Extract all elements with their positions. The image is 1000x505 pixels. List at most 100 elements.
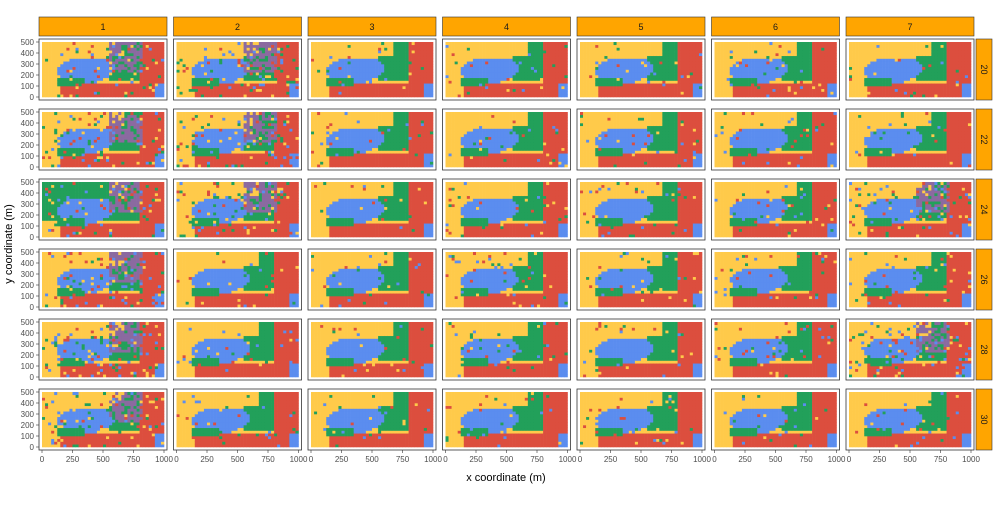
column-strip-label: 1 [100,22,105,32]
raster-cell [106,366,109,369]
raster-cell [42,409,45,412]
y-tick-label: 300 [21,130,35,139]
raster-cell [100,361,103,364]
raster-cell [60,406,63,409]
raster-cell [124,83,127,86]
raster-cell [146,226,149,229]
raster-cell [152,162,155,165]
raster-cell [121,411,124,414]
raster-cell [146,164,149,167]
raster-cell [161,64,164,67]
raster-cell [130,212,133,215]
raster-cell [161,201,164,204]
raster-cell [106,330,109,333]
raster-cell [158,193,161,196]
raster-cell [42,361,45,364]
raster-cell [161,288,164,291]
raster-cell [45,185,48,188]
raster-cell [109,411,112,414]
raster-cell [79,193,82,196]
raster-cell [106,83,109,86]
raster-cell [76,420,79,423]
raster-cell [124,347,127,350]
raster-cell [94,94,97,97]
raster-cell [152,436,155,439]
raster-cell [140,221,143,224]
raster-cell [121,118,124,121]
raster-cell [82,347,85,350]
raster-cell [161,148,164,151]
raster-cell [112,258,115,261]
raster-cell [124,234,127,237]
raster-cell [91,293,94,296]
raster-cell [45,210,48,213]
raster-cell [149,185,152,188]
raster-cell [91,148,94,151]
raster-cell [121,328,124,331]
raster-cell [112,185,115,188]
raster-cell [118,67,121,70]
raster-cell [79,94,82,97]
raster-cell [76,398,79,401]
raster-cell [161,226,164,229]
raster-cell [94,282,97,285]
raster-cell [42,431,45,434]
raster-cell [127,120,130,123]
raster-cell [115,414,118,417]
raster-cell [140,159,143,162]
raster-cell [45,260,48,263]
raster-cell [130,282,133,285]
raster-cell [54,325,57,328]
raster-cell [45,78,48,81]
raster-cell [73,252,76,255]
raster-cell [48,355,51,358]
raster-cell [112,274,115,277]
raster-cell [100,145,103,148]
raster-cell [152,406,155,409]
raster-cell [97,94,100,97]
raster-cell [48,411,51,414]
raster-cell [155,296,158,299]
raster-cell [48,218,51,221]
raster-cell [48,134,51,137]
raster-cell [60,363,63,366]
raster-cell [152,153,155,156]
raster-cell [124,199,127,202]
raster-cell [127,285,130,288]
raster-cell [60,207,63,210]
raster-cell [112,137,115,140]
raster-cell [134,266,137,269]
raster-cell [42,333,45,336]
raster-cell [51,229,54,232]
raster-cell [146,269,149,272]
raster-cell [57,350,60,353]
raster-cell [152,232,155,235]
raster-cell [158,282,161,285]
raster-cell [60,252,63,255]
raster-cell [85,118,88,121]
raster-cell [140,366,143,369]
raster-cell [69,422,72,425]
raster-cell [155,350,158,353]
raster-cell [121,48,124,51]
raster-cell [97,70,100,73]
raster-cell [51,344,54,347]
raster-cell [94,271,97,274]
raster-cell [82,199,85,202]
raster-cell [149,81,152,84]
raster-cell [66,126,69,129]
raster-cell [161,50,164,53]
raster-cell [85,277,88,280]
raster-cell [155,398,158,401]
raster-cell [51,333,54,336]
raster-cell [152,218,155,221]
raster-cell [115,162,118,165]
raster-cell [73,304,76,307]
raster-cell [137,330,140,333]
raster-cell [155,50,158,53]
raster-cell [130,50,133,53]
raster-cell [91,45,94,48]
raster-cell [149,361,152,364]
raster-cell [149,282,152,285]
raster-cell [79,409,82,412]
